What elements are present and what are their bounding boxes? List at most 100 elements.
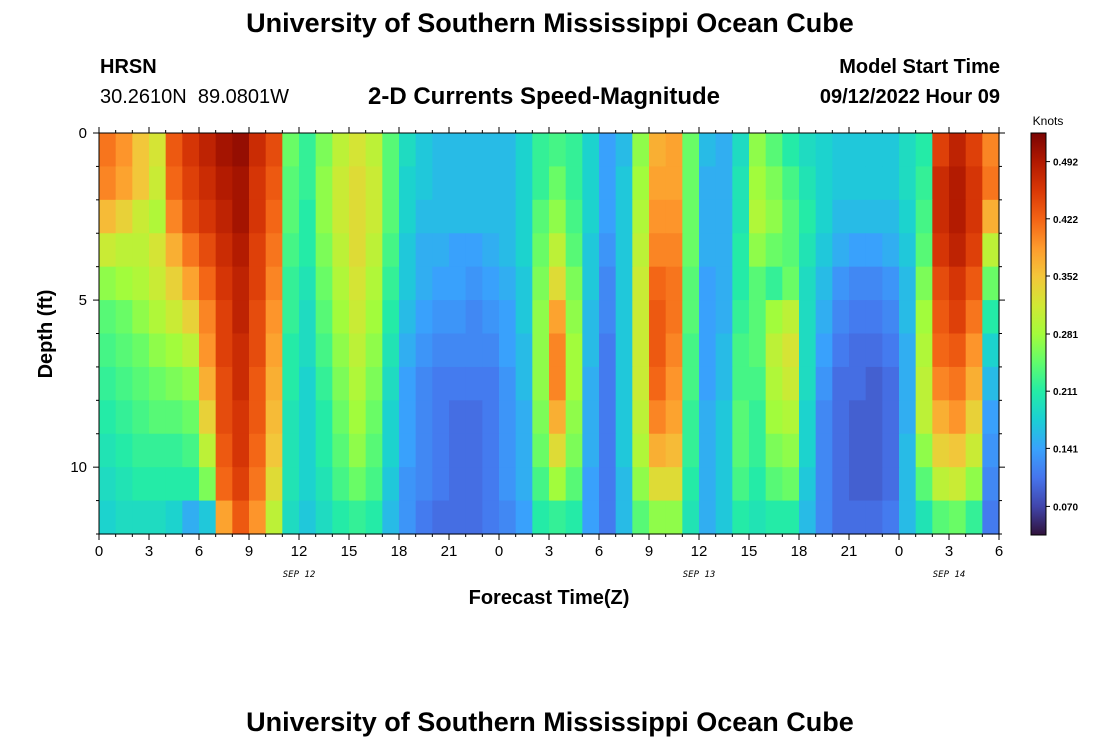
heatmap-cell bbox=[149, 133, 167, 168]
heatmap-cell bbox=[149, 467, 167, 502]
heatmap-cell bbox=[99, 467, 117, 502]
heatmap-cell bbox=[132, 199, 150, 234]
heatmap-cell bbox=[882, 467, 900, 502]
heatmap-cell bbox=[232, 400, 250, 435]
heatmap-cell bbox=[515, 166, 533, 201]
heatmap-cell bbox=[915, 300, 933, 335]
heatmap-cell bbox=[632, 300, 650, 335]
heatmap-cell bbox=[682, 266, 700, 301]
heatmap-cell bbox=[565, 266, 583, 301]
heatmap-cell bbox=[765, 266, 783, 301]
heatmap-cell bbox=[315, 366, 333, 401]
heatmap-cell bbox=[315, 433, 333, 468]
heatmap-cell bbox=[899, 266, 917, 301]
heatmap-cell bbox=[782, 300, 800, 335]
heatmap-cell bbox=[782, 233, 800, 268]
heatmap-cell bbox=[249, 199, 267, 234]
heatmap-cell bbox=[815, 366, 833, 401]
heatmap-cell bbox=[665, 500, 683, 535]
heatmap-cell bbox=[882, 500, 900, 535]
heatmap-cell bbox=[249, 333, 267, 368]
heatmap-cell bbox=[615, 467, 633, 502]
heatmap-cell bbox=[715, 500, 733, 535]
x-tick-label: 6 bbox=[995, 543, 1003, 560]
heatmap-cell bbox=[532, 433, 550, 468]
heatmap-cell bbox=[782, 500, 800, 535]
heatmap-cell bbox=[232, 166, 250, 201]
heatmap-cell bbox=[432, 199, 450, 234]
heatmap-cell bbox=[115, 467, 133, 502]
heatmap-cell bbox=[99, 300, 117, 335]
heatmap-cell bbox=[832, 333, 850, 368]
heatmap-cell bbox=[699, 400, 717, 435]
heatmap-cell bbox=[665, 366, 683, 401]
heatmap-cell bbox=[199, 166, 217, 201]
heatmap-cell bbox=[832, 467, 850, 502]
heatmap-cell bbox=[115, 133, 133, 168]
heatmap-cell bbox=[182, 400, 200, 435]
heatmap-cell bbox=[349, 199, 367, 234]
heatmap-cell bbox=[232, 233, 250, 268]
heatmap-cell bbox=[865, 133, 883, 168]
heatmap-cell bbox=[515, 366, 533, 401]
heatmap-cell bbox=[399, 133, 417, 168]
heatmap-cell bbox=[199, 500, 217, 535]
heatmap-cell bbox=[499, 233, 517, 268]
heatmap-cell bbox=[565, 166, 583, 201]
heatmap-cell bbox=[299, 166, 317, 201]
heatmap-cell bbox=[732, 233, 750, 268]
heatmap-cell bbox=[899, 199, 917, 234]
heatmap-cell bbox=[949, 266, 967, 301]
heatmap-cell bbox=[532, 133, 550, 168]
heatmap-cell bbox=[599, 467, 617, 502]
heatmap-cell bbox=[682, 166, 700, 201]
heatmap-cell bbox=[132, 433, 150, 468]
heatmap-cell bbox=[482, 199, 500, 234]
heatmap-cell bbox=[965, 133, 983, 168]
heatmap-cell bbox=[765, 199, 783, 234]
heatmap-cell bbox=[365, 333, 383, 368]
heatmap-cell bbox=[715, 266, 733, 301]
heatmap-cell bbox=[765, 166, 783, 201]
heatmap-cell bbox=[649, 500, 667, 535]
heatmap-cell bbox=[265, 266, 283, 301]
heatmap-cell bbox=[449, 233, 467, 268]
colorbar-tick-label: 0.422 bbox=[1053, 215, 1078, 226]
heatmap-cell bbox=[599, 199, 617, 234]
heatmap-cell bbox=[799, 300, 817, 335]
heatmap-cell bbox=[482, 333, 500, 368]
heatmap-cell bbox=[432, 300, 450, 335]
heatmap-cell bbox=[199, 366, 217, 401]
heatmap-cell bbox=[615, 133, 633, 168]
heatmap-cell bbox=[365, 133, 383, 168]
heatmap-cell bbox=[382, 333, 400, 368]
heatmap-cell bbox=[549, 333, 567, 368]
heatmap-cell bbox=[849, 133, 867, 168]
heatmap-cell bbox=[715, 199, 733, 234]
x-tick-label: 9 bbox=[645, 543, 653, 560]
heatmap-cell bbox=[582, 366, 600, 401]
heatmap-cell bbox=[365, 366, 383, 401]
heatmap-cell bbox=[415, 300, 433, 335]
heatmap-cell bbox=[265, 400, 283, 435]
heatmap-cell bbox=[749, 300, 767, 335]
heatmap-cell bbox=[399, 467, 417, 502]
heatmap-cell bbox=[432, 166, 450, 201]
heatmap-cell bbox=[599, 233, 617, 268]
heatmap-cell bbox=[449, 400, 467, 435]
heatmap-cell bbox=[432, 133, 450, 168]
heatmap-cell bbox=[765, 467, 783, 502]
heatmap-cell bbox=[115, 199, 133, 234]
heatmap-cell bbox=[265, 166, 283, 201]
heatmap-cell bbox=[815, 233, 833, 268]
heatmap-cell bbox=[599, 400, 617, 435]
heatmap-cell bbox=[132, 500, 150, 535]
heatmap-cell bbox=[799, 266, 817, 301]
heatmap-cell bbox=[149, 433, 167, 468]
heatmap-cell bbox=[449, 333, 467, 368]
heatmap-cell bbox=[382, 133, 400, 168]
heatmap-cell bbox=[949, 233, 967, 268]
heatmap-cell bbox=[315, 300, 333, 335]
heatmap-cell bbox=[365, 266, 383, 301]
model-start-label: Model Start Time bbox=[839, 56, 1000, 78]
